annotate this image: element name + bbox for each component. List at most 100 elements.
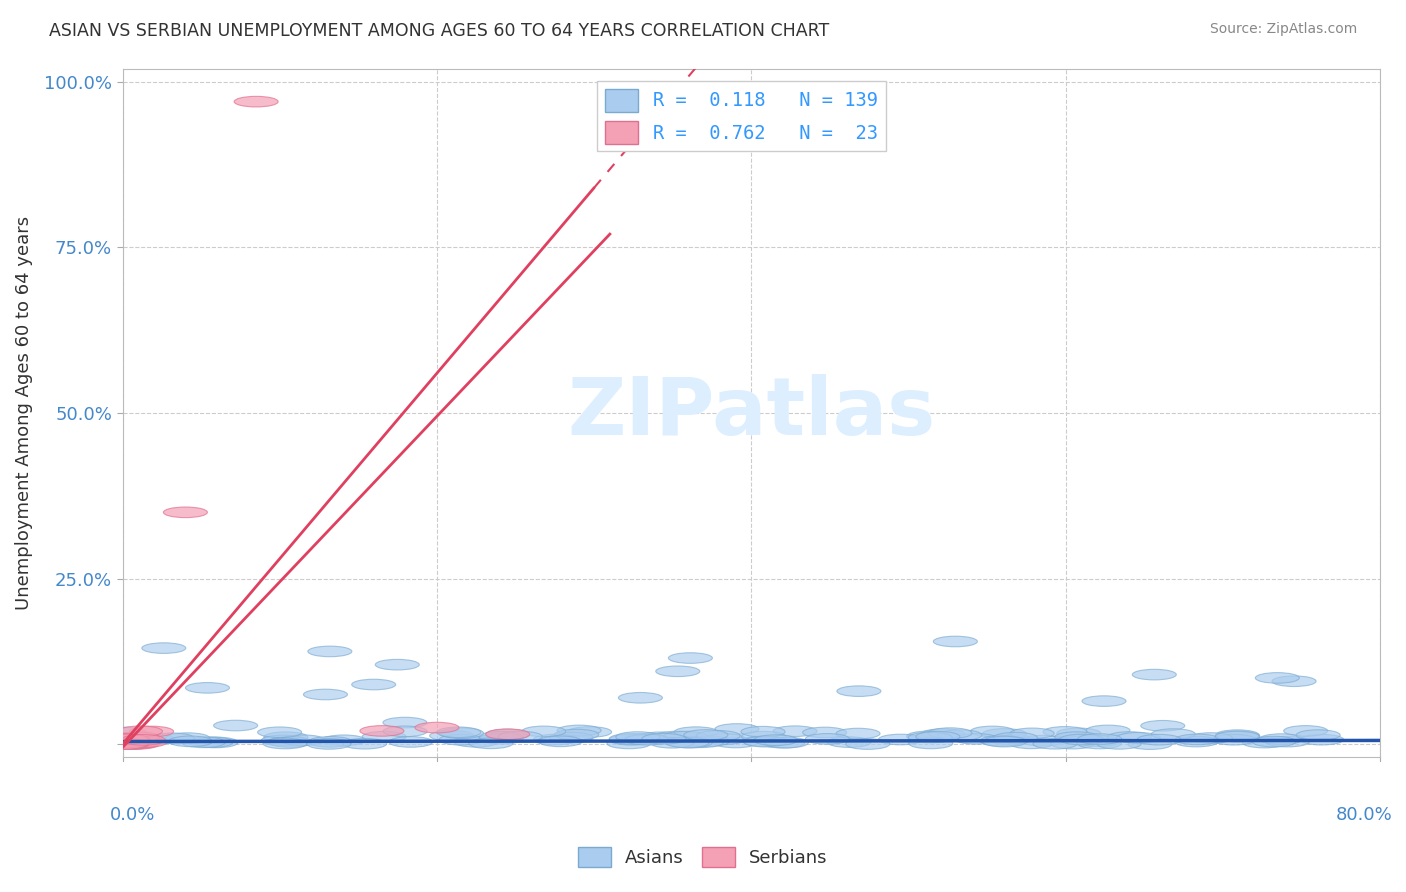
Ellipse shape bbox=[1116, 732, 1160, 743]
Ellipse shape bbox=[107, 734, 152, 745]
Ellipse shape bbox=[122, 737, 167, 747]
Ellipse shape bbox=[702, 734, 747, 745]
Ellipse shape bbox=[655, 666, 700, 677]
Ellipse shape bbox=[389, 737, 433, 747]
Legend: R =  0.118   N = 139, R =  0.762   N =  23: R = 0.118 N = 139, R = 0.762 N = 23 bbox=[598, 81, 886, 152]
Ellipse shape bbox=[742, 731, 786, 742]
Ellipse shape bbox=[638, 732, 682, 742]
Ellipse shape bbox=[761, 738, 804, 748]
Ellipse shape bbox=[363, 731, 406, 742]
Ellipse shape bbox=[103, 727, 146, 738]
Ellipse shape bbox=[754, 735, 797, 746]
Ellipse shape bbox=[696, 731, 740, 741]
Ellipse shape bbox=[440, 728, 484, 739]
Ellipse shape bbox=[609, 733, 654, 744]
Ellipse shape bbox=[1021, 735, 1064, 746]
Ellipse shape bbox=[983, 729, 1026, 739]
Ellipse shape bbox=[522, 726, 565, 737]
Ellipse shape bbox=[485, 729, 530, 739]
Ellipse shape bbox=[1243, 738, 1286, 747]
Ellipse shape bbox=[1137, 734, 1181, 745]
Ellipse shape bbox=[1054, 731, 1098, 742]
Ellipse shape bbox=[1174, 736, 1218, 747]
Ellipse shape bbox=[1188, 732, 1233, 743]
Ellipse shape bbox=[115, 732, 159, 742]
Ellipse shape bbox=[1043, 727, 1087, 737]
Ellipse shape bbox=[1077, 734, 1122, 744]
Ellipse shape bbox=[616, 731, 659, 742]
Ellipse shape bbox=[773, 726, 817, 737]
Ellipse shape bbox=[430, 731, 474, 741]
Ellipse shape bbox=[624, 734, 669, 745]
Ellipse shape bbox=[609, 734, 654, 745]
Ellipse shape bbox=[121, 734, 166, 745]
Ellipse shape bbox=[468, 738, 513, 748]
Ellipse shape bbox=[665, 737, 710, 747]
Ellipse shape bbox=[1265, 736, 1309, 747]
Ellipse shape bbox=[382, 726, 427, 737]
Ellipse shape bbox=[741, 726, 785, 737]
Ellipse shape bbox=[352, 679, 395, 690]
Ellipse shape bbox=[1215, 731, 1260, 742]
Ellipse shape bbox=[915, 731, 960, 742]
Ellipse shape bbox=[908, 738, 953, 748]
Ellipse shape bbox=[1010, 728, 1054, 739]
Ellipse shape bbox=[533, 734, 578, 745]
Ellipse shape bbox=[437, 727, 481, 738]
Ellipse shape bbox=[1175, 734, 1219, 745]
Ellipse shape bbox=[1284, 725, 1327, 736]
Ellipse shape bbox=[970, 726, 1014, 737]
Ellipse shape bbox=[118, 726, 163, 737]
Ellipse shape bbox=[105, 734, 150, 745]
Ellipse shape bbox=[101, 739, 145, 749]
Ellipse shape bbox=[1212, 734, 1256, 745]
Ellipse shape bbox=[257, 727, 302, 738]
Ellipse shape bbox=[554, 730, 599, 739]
Ellipse shape bbox=[104, 734, 148, 745]
Ellipse shape bbox=[1050, 739, 1095, 749]
Ellipse shape bbox=[1296, 730, 1340, 740]
Ellipse shape bbox=[1083, 696, 1126, 706]
Ellipse shape bbox=[1260, 734, 1303, 745]
Ellipse shape bbox=[105, 739, 149, 749]
Ellipse shape bbox=[744, 737, 787, 747]
Ellipse shape bbox=[188, 737, 233, 747]
Text: 0.0%: 0.0% bbox=[110, 805, 155, 823]
Ellipse shape bbox=[879, 734, 922, 745]
Ellipse shape bbox=[304, 690, 347, 699]
Ellipse shape bbox=[803, 727, 846, 738]
Ellipse shape bbox=[1140, 721, 1185, 731]
Ellipse shape bbox=[983, 736, 1026, 747]
Y-axis label: Unemployment Among Ages 60 to 64 years: Unemployment Among Ages 60 to 64 years bbox=[15, 216, 32, 610]
Ellipse shape bbox=[375, 659, 419, 670]
Ellipse shape bbox=[142, 643, 186, 654]
Ellipse shape bbox=[307, 739, 352, 749]
Ellipse shape bbox=[107, 737, 152, 747]
Ellipse shape bbox=[1108, 731, 1152, 742]
Ellipse shape bbox=[485, 730, 530, 739]
Ellipse shape bbox=[673, 727, 718, 738]
Ellipse shape bbox=[686, 736, 730, 747]
Ellipse shape bbox=[716, 723, 759, 734]
Ellipse shape bbox=[980, 736, 1024, 746]
Ellipse shape bbox=[498, 731, 543, 742]
Ellipse shape bbox=[129, 726, 173, 737]
Ellipse shape bbox=[454, 737, 498, 747]
Ellipse shape bbox=[343, 739, 387, 749]
Ellipse shape bbox=[163, 507, 208, 517]
Ellipse shape bbox=[262, 735, 305, 746]
Ellipse shape bbox=[713, 737, 758, 747]
Ellipse shape bbox=[765, 738, 808, 747]
Legend: Asians, Serbians: Asians, Serbians bbox=[571, 839, 835, 874]
Ellipse shape bbox=[550, 732, 593, 743]
Ellipse shape bbox=[837, 728, 880, 739]
Text: 80.0%: 80.0% bbox=[1336, 805, 1393, 823]
Text: ASIAN VS SERBIAN UNEMPLOYMENT AMONG AGES 60 TO 64 YEARS CORRELATION CHART: ASIAN VS SERBIAN UNEMPLOYMENT AMONG AGES… bbox=[49, 22, 830, 40]
Ellipse shape bbox=[1060, 734, 1104, 745]
Ellipse shape bbox=[1272, 676, 1316, 687]
Ellipse shape bbox=[131, 734, 176, 745]
Ellipse shape bbox=[683, 730, 728, 740]
Ellipse shape bbox=[827, 737, 872, 747]
Ellipse shape bbox=[181, 737, 225, 747]
Ellipse shape bbox=[264, 732, 308, 742]
